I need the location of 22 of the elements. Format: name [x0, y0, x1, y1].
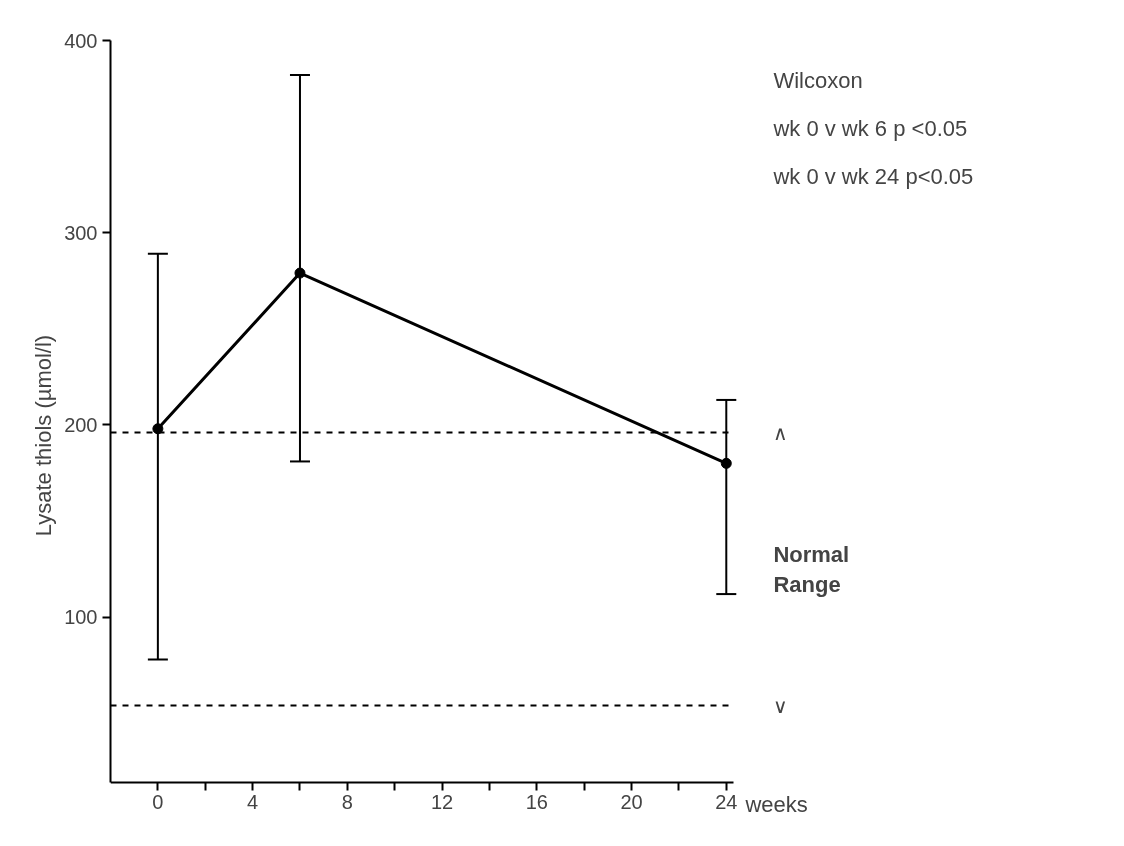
y-tick-label: 300 [64, 221, 98, 244]
text: wk 0 v wk 24 p<0.05 [772, 164, 974, 189]
y-axis-title: Lysate thiols (µmol/l) [31, 334, 57, 537]
y-tick-label: 200 [64, 413, 98, 436]
point [720, 457, 732, 469]
x-tick-label: 24 [715, 791, 738, 814]
y-tick-label: 400 [64, 29, 98, 52]
x-tick-label: 8 [341, 791, 353, 814]
ref-line-label: ∨ [773, 694, 789, 717]
x-tick-label: 4 [247, 791, 259, 814]
point [152, 423, 164, 435]
text: Wilcoxon [773, 68, 863, 93]
x-axis-title: weeks [744, 792, 808, 818]
x-tick-label: 20 [620, 791, 643, 814]
point [294, 267, 306, 279]
x-tick-label: 0 [152, 791, 164, 814]
text: Normal Range [773, 541, 850, 597]
x-tick-label: 12 [430, 791, 454, 814]
ref-line-label: ∧ [773, 421, 789, 444]
text: wk 0 v wk 6 p <0.05 [772, 116, 968, 141]
y-tick-label: 100 [64, 606, 98, 629]
x-tick-label: 16 [525, 791, 548, 814]
